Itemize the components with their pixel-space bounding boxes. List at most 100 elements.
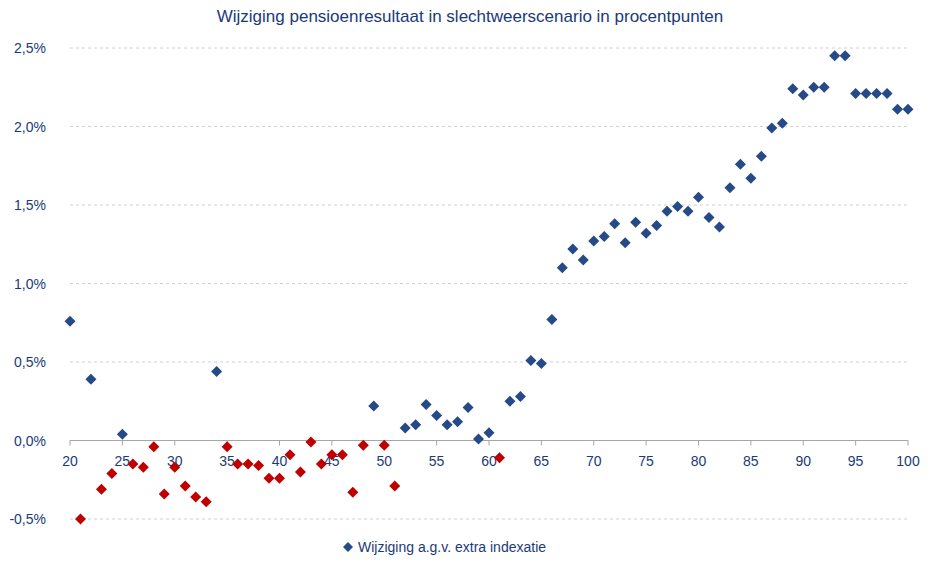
x-tick	[489, 441, 490, 446]
points	[65, 50, 914, 524]
point	[452, 416, 463, 427]
point	[232, 459, 243, 470]
point	[840, 50, 851, 61]
point	[484, 427, 495, 438]
point	[180, 481, 191, 492]
point	[714, 221, 725, 232]
point	[127, 459, 138, 470]
point	[117, 429, 128, 440]
x-tick	[593, 441, 594, 446]
point	[138, 462, 149, 473]
y-tick-label: -0,5%	[9, 511, 46, 527]
point	[504, 396, 515, 407]
x-tick	[646, 441, 647, 446]
point	[672, 201, 683, 212]
x-tick	[279, 441, 280, 446]
x-tick-label: 80	[691, 453, 707, 469]
point	[515, 391, 526, 402]
grid-line	[70, 283, 908, 284]
grid-line	[70, 519, 908, 520]
point	[159, 488, 170, 499]
x-tick-label: 95	[848, 453, 864, 469]
x-tick	[855, 441, 856, 446]
x-tick	[908, 441, 909, 446]
x-tick-label: 25	[115, 453, 131, 469]
point	[368, 400, 379, 411]
point	[264, 473, 275, 484]
y-tick-label: 2,0%	[14, 119, 46, 135]
x-tick-label: 100	[896, 453, 920, 469]
point	[473, 433, 484, 444]
point	[222, 441, 233, 452]
point	[756, 151, 767, 162]
point	[243, 459, 254, 470]
grid-line	[70, 362, 908, 363]
point	[337, 449, 348, 460]
x-tick	[122, 441, 123, 446]
point	[316, 459, 327, 470]
point	[882, 88, 893, 99]
point	[169, 462, 180, 473]
point	[253, 460, 264, 471]
point	[861, 88, 872, 99]
legend-label: Wijziging a.g.v. extra indexatie	[358, 539, 546, 555]
point	[703, 212, 714, 223]
point	[735, 159, 746, 170]
x-tick-label: 75	[638, 453, 654, 469]
x-tick-label: 60	[481, 453, 497, 469]
x-tick	[698, 441, 699, 446]
point	[379, 440, 390, 451]
point	[850, 88, 861, 99]
x-tick-label: 70	[586, 453, 602, 469]
x-tick	[750, 441, 751, 446]
point	[326, 449, 337, 460]
point	[274, 473, 285, 484]
point	[295, 466, 306, 477]
point	[525, 355, 536, 366]
x-tick-label: 90	[795, 453, 811, 469]
legend: Wijziging a.g.v. extra indexatie	[343, 539, 546, 555]
point	[578, 254, 589, 265]
x-tick	[436, 441, 437, 446]
point	[400, 422, 411, 433]
grid-line	[70, 48, 908, 49]
point	[651, 220, 662, 231]
point	[284, 449, 295, 460]
point	[641, 228, 652, 239]
point	[745, 173, 756, 184]
point	[766, 123, 777, 134]
title: Wijziging pensioenresultaat in slechtwee…	[217, 7, 724, 26]
point	[609, 218, 620, 229]
x-tick-label: 85	[743, 453, 759, 469]
x-tick	[541, 441, 542, 446]
point	[620, 237, 631, 248]
point	[148, 441, 159, 452]
y-tick-label: 1,5%	[14, 197, 46, 213]
point	[588, 236, 599, 247]
point	[871, 88, 882, 99]
point	[65, 316, 76, 327]
point	[798, 90, 809, 101]
point	[96, 484, 107, 495]
y-tick-label: 1,0%	[14, 276, 46, 292]
point	[777, 118, 788, 129]
y-tick-label: 0,5%	[14, 354, 46, 370]
point	[85, 374, 96, 385]
x-tick	[331, 441, 332, 446]
point	[305, 437, 316, 448]
point	[463, 402, 474, 413]
point	[683, 206, 694, 217]
point	[211, 366, 222, 377]
point	[819, 82, 830, 93]
y-tick-label: 0,0%	[14, 433, 46, 449]
point	[201, 496, 212, 507]
point	[190, 492, 201, 503]
point	[829, 50, 840, 61]
y-tick-label: 2,5%	[14, 40, 46, 56]
point	[106, 468, 117, 479]
point	[724, 182, 735, 193]
x-tick	[803, 441, 804, 446]
point	[389, 481, 400, 492]
point	[892, 104, 903, 115]
x-tick-label: 55	[429, 453, 445, 469]
